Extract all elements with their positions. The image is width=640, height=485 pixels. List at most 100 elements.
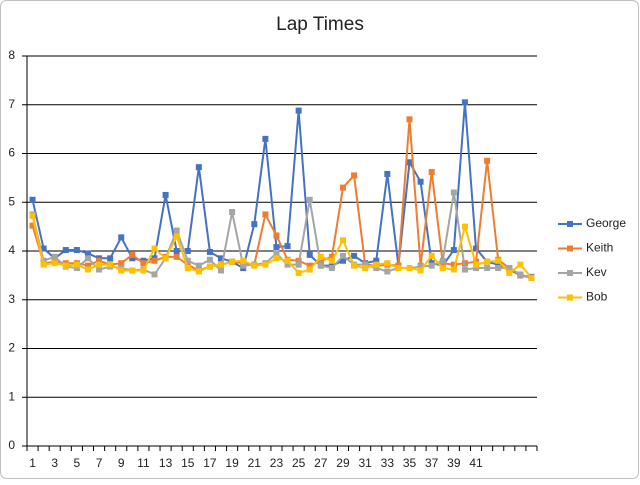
- data-point: [450, 266, 457, 273]
- data-point: [373, 265, 380, 272]
- data-point: [384, 268, 391, 275]
- data-point: [295, 269, 302, 276]
- y-tick-label: 5: [8, 194, 15, 208]
- data-point: [506, 265, 513, 272]
- data-point: [262, 261, 269, 268]
- y-tick-label: 8: [8, 48, 15, 62]
- x-tick-label: 41: [469, 456, 483, 470]
- data-point: [162, 191, 169, 198]
- data-point: [151, 257, 158, 264]
- data-point: [362, 261, 369, 268]
- x-tick-label: 5: [74, 456, 81, 470]
- data-point: [218, 267, 225, 274]
- y-tick-label: 0: [8, 438, 15, 452]
- data-point: [107, 261, 114, 268]
- data-point: [528, 274, 535, 281]
- data-point: [295, 261, 302, 268]
- data-point: [461, 266, 468, 273]
- data-point: [184, 248, 191, 254]
- data-point: [439, 265, 446, 272]
- data-point: [328, 253, 335, 260]
- y-tick-label: 2: [8, 341, 15, 355]
- data-point: [218, 261, 225, 268]
- x-tick-label: 3: [51, 456, 58, 470]
- data-point: [206, 263, 213, 270]
- data-point: [173, 233, 180, 240]
- data-point: [84, 255, 91, 262]
- x-tick-label: 17: [203, 456, 217, 470]
- y-tick-label: 4: [8, 243, 15, 257]
- data-point: [273, 244, 280, 251]
- series-line: [31, 215, 533, 279]
- data-point: [229, 258, 236, 265]
- data-point: [73, 261, 80, 268]
- data-point: [306, 196, 313, 203]
- x-tick-label: 9: [118, 456, 125, 470]
- data-point: [262, 211, 269, 218]
- data-point: [29, 212, 36, 219]
- data-point: [129, 255, 136, 262]
- data-point: [195, 268, 202, 275]
- data-point: [240, 257, 247, 264]
- data-point: [395, 265, 402, 272]
- data-point: [84, 262, 91, 269]
- data-point: [96, 257, 103, 264]
- data-point: [428, 262, 435, 269]
- data-point: [273, 232, 280, 239]
- legend-label: Kev: [586, 265, 607, 279]
- data-point: [162, 255, 169, 262]
- data-point: [406, 116, 413, 123]
- data-point: [461, 223, 468, 230]
- data-point: [306, 251, 313, 258]
- data-point: [107, 255, 114, 262]
- data-point: [129, 251, 136, 258]
- data-point: [96, 266, 103, 273]
- data-point: [406, 265, 413, 272]
- data-point: [339, 237, 346, 244]
- data-point: [384, 170, 391, 177]
- x-tick-label: 19: [225, 456, 239, 470]
- data-point: [417, 267, 424, 274]
- data-point: [273, 255, 280, 262]
- data-point: [328, 257, 335, 264]
- data-point: [206, 248, 213, 255]
- data-point: [450, 261, 457, 268]
- x-tick-label: 13: [159, 456, 173, 470]
- data-point: [351, 252, 358, 259]
- legend-marker: [567, 294, 573, 301]
- x-tick-label: 27: [314, 456, 328, 470]
- data-point: [195, 262, 202, 269]
- data-point: [473, 245, 480, 252]
- data-point: [262, 135, 269, 142]
- data-point: [251, 262, 258, 269]
- data-point: [40, 261, 47, 268]
- data-point: [484, 157, 491, 164]
- data-point: [51, 260, 58, 267]
- legend-marker: [567, 245, 573, 252]
- data-point: [417, 178, 424, 185]
- x-tick-label: 15: [181, 456, 195, 470]
- data-point: [129, 267, 136, 274]
- data-point: [450, 189, 457, 196]
- data-point: [362, 265, 369, 272]
- data-point: [484, 258, 491, 265]
- data-point: [29, 222, 36, 229]
- data-point: [184, 265, 191, 272]
- x-tick-label: 31: [358, 456, 372, 470]
- x-tick-label: 23: [270, 456, 284, 470]
- data-point: [428, 252, 435, 259]
- data-point: [40, 245, 47, 252]
- data-point: [184, 257, 191, 264]
- data-point: [495, 265, 502, 272]
- data-point: [495, 257, 502, 264]
- x-tick-label: 37: [425, 456, 439, 470]
- x-tick-label: 1: [29, 456, 36, 470]
- data-point: [51, 253, 58, 260]
- data-point: [173, 253, 180, 260]
- data-point: [251, 221, 258, 228]
- legend-label: Keith: [586, 241, 613, 255]
- legend-marker: [567, 270, 573, 276]
- data-point: [62, 262, 69, 269]
- x-tick-label: 29: [336, 456, 350, 470]
